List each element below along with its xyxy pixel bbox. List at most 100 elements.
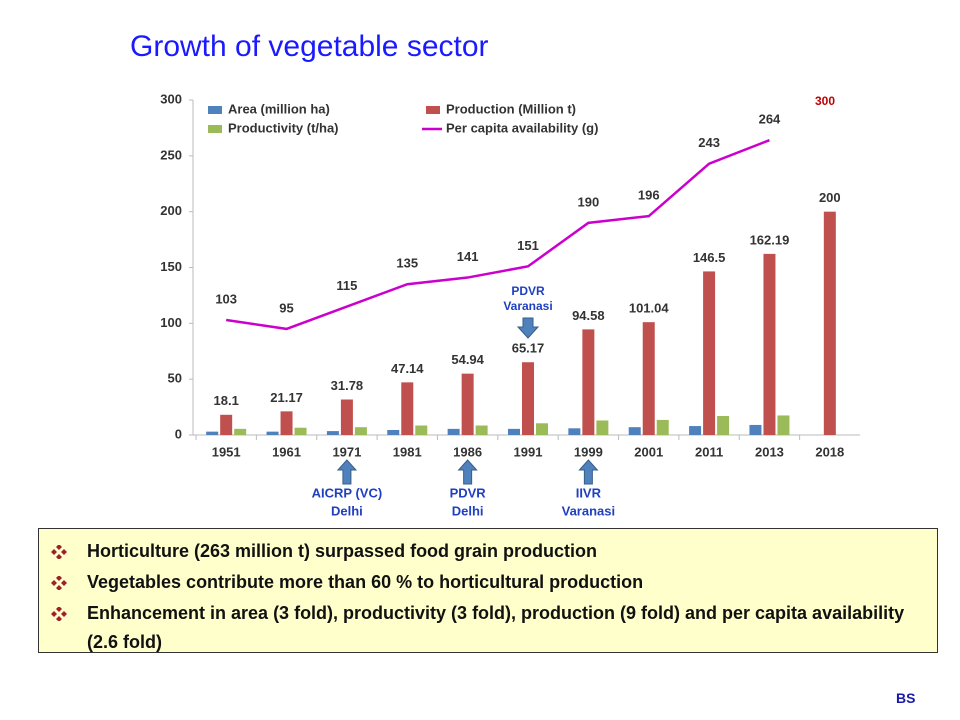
bullet-glyph	[51, 606, 67, 622]
bar	[777, 415, 790, 435]
diamond	[51, 611, 57, 617]
data-label: 65.17	[512, 341, 545, 356]
data-label: 103	[215, 291, 237, 306]
legend-swatch	[426, 106, 440, 114]
bar	[763, 253, 776, 435]
annotation-text: Varanasi	[562, 503, 616, 518]
annotation-arrow	[578, 459, 599, 485]
bar	[717, 416, 730, 435]
x-tick-label: 1951	[212, 444, 241, 459]
diamond	[56, 544, 62, 550]
data-label: 54.94	[451, 352, 484, 367]
x-tick-label: 1971	[332, 444, 361, 459]
bar	[703, 271, 716, 435]
data-label: 264	[759, 112, 781, 127]
y-tick-label: 100	[160, 315, 182, 330]
data-label: 162.19	[750, 232, 790, 247]
data-label: 196	[638, 188, 660, 203]
bar	[401, 382, 414, 435]
bar	[749, 424, 762, 435]
diamond	[51, 580, 57, 586]
data-label: 21.17	[270, 390, 303, 405]
bullet-glyph	[51, 544, 67, 560]
x-tick-label: 1981	[393, 444, 422, 459]
bullet-text: Vegetables contribute more than 60 % to …	[87, 572, 644, 592]
annotation-arrow	[336, 459, 358, 485]
bullet-box: Horticulture (263 million t) surpassed f…	[38, 528, 938, 653]
legend-swatch	[208, 125, 222, 133]
bar	[642, 322, 655, 435]
y-tick-label: 300	[160, 91, 182, 106]
bullet: Enhancement in area (3 fold), productivi…	[51, 599, 927, 657]
target-label: 300	[815, 94, 835, 108]
legend-swatch	[208, 106, 222, 114]
legend-label: Area (million ha)	[228, 101, 330, 116]
legend-label: Production (Million t)	[446, 101, 576, 116]
bar	[522, 362, 534, 435]
bullet-glyph	[51, 575, 67, 591]
diamond	[61, 580, 67, 586]
annotation-text: Delhi	[331, 503, 363, 518]
bar	[461, 373, 474, 435]
y-tick-label: 50	[168, 371, 182, 386]
annotation-text: AICRP (VC)	[312, 485, 383, 500]
bar	[508, 428, 520, 435]
data-label: 115	[336, 278, 357, 293]
data-label: 151	[517, 238, 539, 253]
bar	[354, 427, 367, 435]
x-tick-label: 2011	[695, 444, 723, 459]
line-series	[225, 139, 770, 331]
annotation-text: PDVR	[450, 485, 487, 500]
slide-title: Growth of vegetable sector	[130, 30, 489, 63]
data-label: 18.1	[214, 393, 239, 408]
legend-label: Productivity (t/ha)	[228, 120, 339, 135]
bar	[326, 431, 339, 435]
data-label: 190	[578, 194, 600, 209]
bar	[220, 414, 233, 435]
data-label: 95	[279, 300, 293, 315]
bar	[536, 423, 548, 435]
legend-label: Per capita availability (g)	[446, 120, 598, 135]
data-label: 101.04	[629, 301, 670, 316]
y-tick-label: 250	[160, 147, 182, 162]
annotation-text: PDVR	[511, 284, 545, 298]
footer: BS	[896, 690, 916, 706]
diamond	[61, 549, 67, 555]
x-tick-label: 2013	[755, 444, 784, 459]
bar	[280, 411, 293, 435]
bar	[582, 329, 595, 435]
bullet-icon	[51, 537, 87, 568]
bar	[294, 427, 307, 435]
diamond	[61, 611, 67, 617]
bar	[568, 428, 581, 435]
annotation-text: Delhi	[452, 503, 484, 518]
x-tick-label: 2001	[634, 444, 663, 459]
bar	[447, 428, 460, 435]
diamond	[56, 554, 62, 560]
annotation-text: IIVR	[576, 485, 602, 500]
bar	[823, 211, 836, 435]
diamond	[56, 616, 62, 622]
annotation-arrow	[457, 459, 478, 485]
data-label: 243	[698, 135, 720, 150]
diamond	[56, 606, 62, 612]
bar	[689, 426, 702, 435]
x-tick-label: 1991	[514, 444, 543, 459]
bar	[234, 428, 247, 435]
bullet: Horticulture (263 million t) surpassed f…	[51, 537, 927, 568]
x-tick-label: 1999	[574, 444, 603, 459]
diamond	[56, 575, 62, 581]
bar	[387, 429, 400, 435]
data-label: 141	[457, 249, 479, 264]
bar	[340, 399, 353, 435]
bullet-icon	[51, 599, 87, 657]
bullet-text: Horticulture (263 million t) surpassed f…	[87, 541, 598, 561]
bar	[475, 425, 488, 435]
diamond	[56, 585, 62, 591]
data-label: 200	[819, 190, 841, 205]
annotation-text: Varanasi	[503, 299, 552, 313]
x-tick-label: 1961	[272, 444, 301, 459]
y-tick-label: 0	[175, 426, 182, 441]
bar	[266, 431, 279, 435]
data-label: 135	[396, 256, 418, 271]
